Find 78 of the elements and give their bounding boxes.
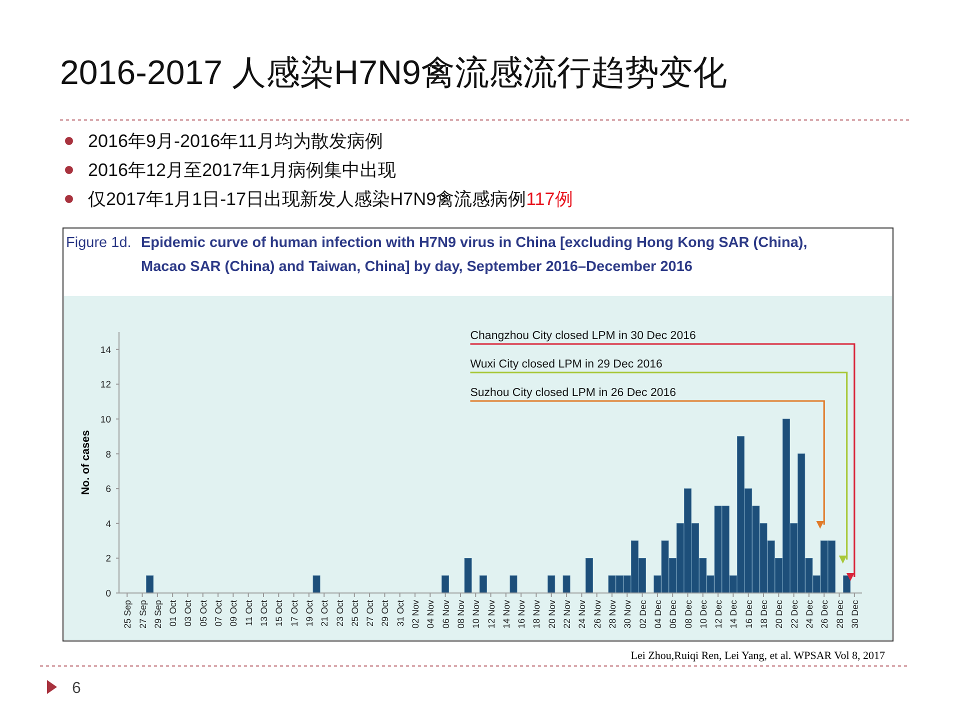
x-tick-label: 12 Nov bbox=[486, 600, 496, 629]
y-tick-label: 2 bbox=[106, 554, 111, 565]
y-tick-label: 8 bbox=[106, 449, 111, 460]
x-tick-label: 04 Nov bbox=[426, 600, 436, 629]
x-tick-label: 14 Nov bbox=[501, 600, 512, 629]
x-tick-label: 26 Nov bbox=[592, 600, 602, 629]
x-tick-label: 20 Dec bbox=[774, 600, 784, 629]
x-tick-label: 28 Nov bbox=[607, 600, 618, 629]
x-tick-label: 24 Dec bbox=[804, 600, 814, 629]
x-tick-label: 22 Nov bbox=[562, 600, 572, 629]
y-tick-label: 10 bbox=[100, 414, 111, 426]
text: 仅2017年1月1日-17日出现新发人感染H7N9禽流感病例117例 bbox=[88, 189, 573, 209]
x-tick-label: 25 Sep bbox=[122, 600, 133, 629]
bar bbox=[510, 575, 518, 594]
x-tick-label: 02 Nov bbox=[410, 600, 421, 629]
text: Lei Zhou,Ruiqi Ren, Lei Yang, et al. WPSAR Vol 8, 2017 bbox=[630, 650, 886, 662]
x-tick-label: 13 Oct bbox=[258, 600, 269, 627]
x-tick-label: 04 Dec bbox=[652, 600, 663, 629]
chart-subtitle: Figure 1d. Epidemic curve of human infection with H7N9 virus in China [excluding Hong Kong SAR (China), Macao SAR (China) and Taiwan, China] by day, September 2016–December 2016 bbox=[66, 235, 808, 275]
x-tick-label: 18 Dec bbox=[759, 600, 770, 629]
x-tick-label: 16 Nov bbox=[516, 600, 527, 629]
x-tick-label: 03 Oct bbox=[183, 600, 194, 627]
x-tick-label: 30 Dec bbox=[850, 600, 860, 629]
ref-line-label: Suzhou City closed LPM in 26 Dec 2016 bbox=[470, 387, 676, 399]
text: 2016年12月至2017年1月病例集中出现 bbox=[88, 160, 396, 180]
x-tick-label: 06 Nov bbox=[440, 600, 451, 629]
x-tick-label: 26 Dec bbox=[820, 600, 830, 629]
x-tick-label: 19 Oct bbox=[304, 600, 314, 627]
bar bbox=[548, 575, 556, 594]
y-tick-label: 4 bbox=[106, 518, 111, 530]
x-tick-label: 08 Dec bbox=[683, 600, 694, 629]
bar bbox=[464, 558, 472, 594]
x-tick-label: 14 Dec bbox=[728, 600, 739, 629]
ref-line-label: Changzhou City closed LPM in 30 Dec 2016 bbox=[470, 330, 696, 342]
x-tick-label: 24 Nov bbox=[577, 600, 588, 629]
bar bbox=[562, 575, 570, 594]
text: 6 bbox=[72, 680, 81, 697]
x-tick-label: 27 Oct bbox=[365, 600, 376, 627]
x-tick-label: 17 Oct bbox=[289, 600, 300, 627]
y-axis-title: No. of cases bbox=[80, 430, 92, 495]
x-tick-label: 23 Oct bbox=[334, 600, 345, 627]
x-tick-label: 28 Dec bbox=[834, 600, 845, 629]
x-tick-label: 30 Nov bbox=[622, 600, 633, 629]
x-tick-label: 02 Dec bbox=[638, 600, 648, 629]
x-tick-label: 11 Oct bbox=[244, 600, 254, 626]
x-tick-label: 27 Sep bbox=[138, 600, 148, 629]
x-tick-label: 07 Oct bbox=[214, 600, 224, 627]
bar bbox=[586, 558, 593, 594]
x-tick-label: 21 Oct bbox=[320, 600, 330, 627]
x-tick-label: 18 Nov bbox=[532, 600, 542, 629]
x-tick-label: 09 Oct bbox=[228, 600, 239, 627]
x-tick-label: 31 Oct bbox=[395, 600, 406, 627]
x-tick-label: 12 Dec bbox=[714, 600, 724, 629]
y-tick-label: 6 bbox=[106, 484, 111, 496]
bar bbox=[442, 575, 450, 594]
x-tick-label: 25 Oct bbox=[350, 600, 360, 627]
x-tick-label: 20 Nov bbox=[546, 600, 557, 629]
text: 2016年9月-2016年11月均为散发病例 bbox=[88, 131, 383, 151]
x-tick-label: 10 Dec bbox=[698, 600, 708, 629]
x-tick-label: 29 Sep bbox=[152, 600, 163, 629]
x-tick-label: 22 Dec bbox=[789, 600, 800, 629]
ref-line-label: Wuxi City closed LPM in 29 Dec 2016 bbox=[470, 358, 662, 370]
y-tick-label: 12 bbox=[100, 380, 111, 391]
bar bbox=[480, 575, 487, 594]
x-tick-label: 16 Dec bbox=[744, 600, 754, 629]
x-tick-label: 29 Oct bbox=[380, 600, 390, 627]
x-tick-label: 01 Oct bbox=[168, 600, 178, 627]
y-tick-label: 0 bbox=[106, 588, 111, 600]
x-tick-label: 08 Nov bbox=[456, 600, 466, 629]
bar bbox=[146, 575, 154, 594]
x-tick-label: 15 Oct bbox=[274, 600, 284, 627]
bar bbox=[312, 575, 320, 594]
x-tick-label: 10 Nov bbox=[471, 600, 482, 629]
x-tick-label: 06 Dec bbox=[668, 600, 678, 629]
chart-title: 2016-2017 人感染H7N9禽流感流行趋势变化 bbox=[60, 54, 727, 92]
bar bbox=[843, 575, 851, 594]
y-tick-label: 14 bbox=[100, 344, 111, 356]
x-tick-label: 05 Oct bbox=[198, 600, 208, 627]
